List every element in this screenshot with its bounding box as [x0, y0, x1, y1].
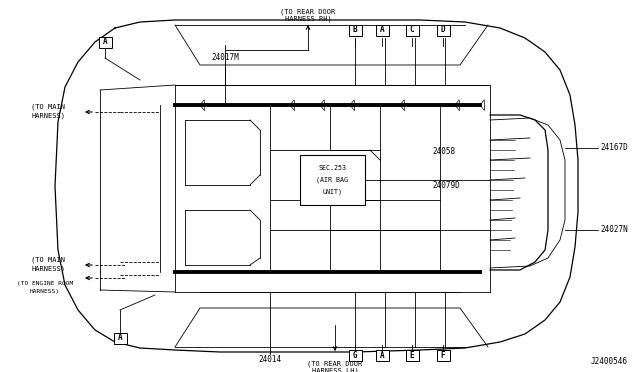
- Bar: [406, 350, 419, 360]
- Text: A: A: [380, 350, 384, 359]
- Text: C: C: [410, 26, 414, 35]
- Text: SEC.253: SEC.253: [319, 165, 346, 171]
- Text: G: G: [353, 350, 357, 359]
- Text: (TO REAR DOOR: (TO REAR DOOR: [280, 9, 335, 15]
- Text: E: E: [410, 350, 414, 359]
- Text: A: A: [118, 334, 122, 343]
- Text: 24014: 24014: [259, 356, 282, 365]
- Text: A: A: [102, 38, 108, 46]
- Bar: [349, 350, 362, 360]
- Text: 24167D: 24167D: [600, 144, 628, 153]
- Bar: [113, 333, 127, 343]
- Text: HARNESS LH): HARNESS LH): [312, 368, 358, 372]
- Text: 24079D: 24079D: [432, 180, 460, 189]
- Bar: [376, 350, 388, 360]
- Text: (TO REAR DOOR: (TO REAR DOOR: [307, 361, 363, 367]
- Bar: [300, 155, 365, 205]
- Text: HARNESS): HARNESS): [31, 266, 65, 272]
- Text: HARNESS): HARNESS): [30, 289, 60, 294]
- Text: (TO ENGINE ROOM: (TO ENGINE ROOM: [17, 280, 73, 285]
- Text: J2400546: J2400546: [591, 357, 628, 366]
- Text: (AIR BAG: (AIR BAG: [317, 177, 349, 183]
- Text: D: D: [441, 26, 445, 35]
- Bar: [436, 25, 449, 35]
- Bar: [376, 25, 388, 35]
- Text: (TO MAIN: (TO MAIN: [31, 104, 65, 110]
- Bar: [436, 350, 449, 360]
- Text: HARNESS): HARNESS): [31, 113, 65, 119]
- Text: 24017M: 24017M: [211, 54, 239, 62]
- Text: F: F: [441, 350, 445, 359]
- Polygon shape: [55, 20, 578, 352]
- Text: B: B: [353, 26, 357, 35]
- Text: 24027N: 24027N: [600, 225, 628, 234]
- Bar: [99, 36, 111, 48]
- Bar: [406, 25, 419, 35]
- Bar: [349, 25, 362, 35]
- Text: 24058: 24058: [432, 148, 455, 157]
- Text: HARNESS RH): HARNESS RH): [285, 16, 332, 22]
- Text: A: A: [380, 26, 384, 35]
- Text: (TO MAIN: (TO MAIN: [31, 257, 65, 263]
- Text: UNIT): UNIT): [323, 189, 342, 195]
